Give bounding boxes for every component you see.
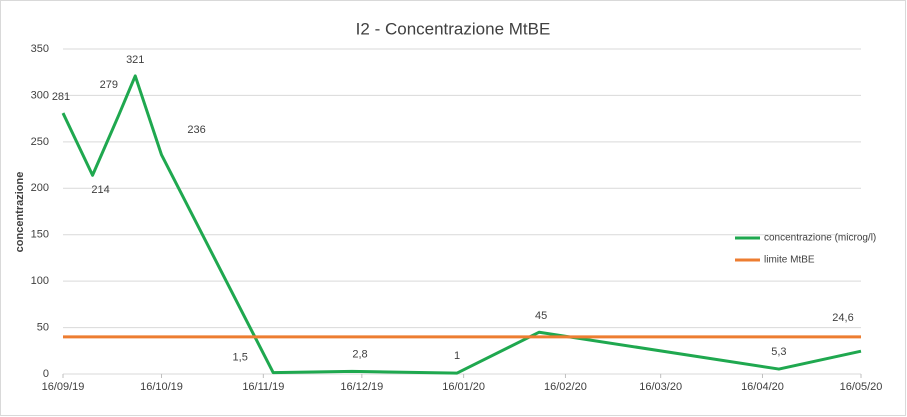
series-line — [61, 74, 862, 375]
y-tick-label: 150 — [31, 229, 49, 241]
x-tick-label: 16/12/19 — [340, 381, 383, 393]
data-label: 279 — [100, 79, 118, 91]
data-label: 45 — [535, 310, 547, 322]
data-label: 1,5 — [233, 352, 248, 364]
x-tick-label: 16/09/19 — [42, 381, 85, 393]
data-label: 321 — [126, 54, 144, 66]
y-tick-label: 250 — [31, 136, 49, 148]
x-tick-label: 16/01/20 — [442, 381, 485, 393]
data-label: 1 — [454, 350, 460, 362]
chart-title: I2 - Concentrazione MtBE — [356, 19, 551, 38]
data-label: 2,8 — [352, 348, 367, 360]
y-tick-label: 100 — [31, 275, 49, 287]
y-axis-label: concentrazione — [14, 172, 26, 253]
y-tick-label: 50 — [37, 321, 49, 333]
y-tick-label: 350 — [31, 43, 49, 55]
x-tick-label: 16/03/20 — [639, 381, 682, 393]
y-tick-label: 200 — [31, 182, 49, 194]
y-tick-label: 0 — [43, 368, 49, 380]
data-label: 24,6 — [832, 312, 853, 324]
legend-label: concentrazione (microg/l) — [764, 233, 876, 244]
x-tick-label: 16/02/20 — [544, 381, 587, 393]
legend-label: limite MtBE — [764, 255, 815, 266]
x-tick-label: 16/10/19 — [140, 381, 183, 393]
data-label: 5,3 — [771, 346, 786, 358]
x-tick-label: 16/04/20 — [741, 381, 784, 393]
data-label: 281 — [52, 91, 70, 103]
x-tick-label: 16/11/19 — [242, 381, 284, 393]
data-label: 214 — [91, 184, 109, 196]
data-label: 236 — [187, 124, 205, 136]
x-tick-label: 16/05/20 — [840, 381, 883, 393]
y-tick-label: 300 — [31, 89, 49, 101]
